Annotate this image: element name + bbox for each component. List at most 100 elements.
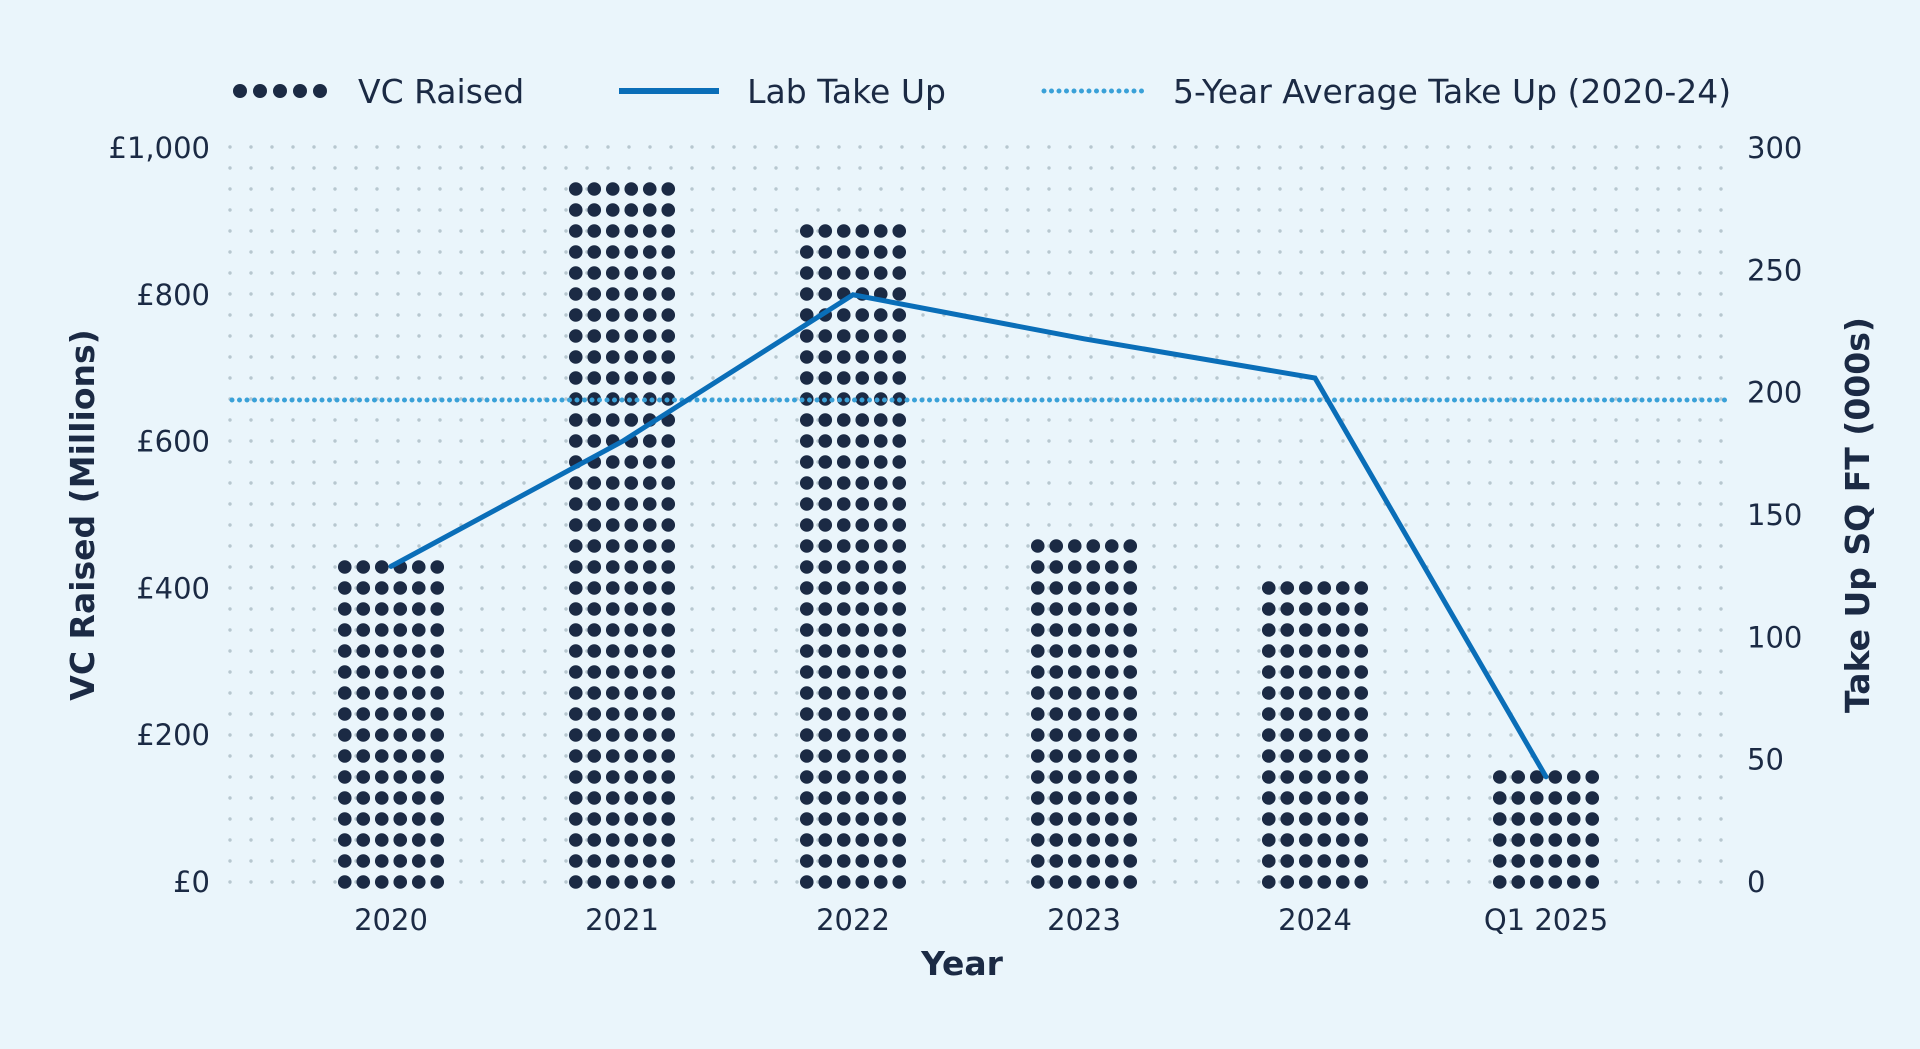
- bar-dot: [337, 602, 352, 616]
- grid-dot: [270, 502, 274, 506]
- bar-dot: [873, 728, 888, 742]
- bar-dot: [605, 770, 620, 784]
- grid-dot: [921, 880, 925, 884]
- bar-dot: [1354, 812, 1369, 826]
- grid-dot: [1131, 250, 1135, 254]
- grid-dot: [711, 691, 715, 695]
- grid-dot: [354, 544, 358, 548]
- grid-dot: [1698, 670, 1702, 674]
- grid-dot: [1320, 376, 1324, 380]
- grid-dot: [564, 187, 568, 191]
- bar-dot: [642, 665, 657, 679]
- bar-dot: [374, 686, 389, 700]
- bar-dot: [661, 728, 676, 742]
- grid-dot: [711, 817, 715, 821]
- grid-dot: [732, 166, 736, 170]
- grid-dot: [480, 523, 484, 527]
- grid-dot: [795, 271, 799, 275]
- grid-dot: [1614, 523, 1618, 527]
- grid-dot: [522, 649, 526, 653]
- grid-dot: [1257, 733, 1261, 737]
- grid-dot: [480, 208, 484, 212]
- bar-dot: [568, 791, 583, 805]
- bar-dot: [624, 875, 639, 889]
- grid-dot: [1677, 334, 1681, 338]
- bar-dot: [873, 224, 888, 238]
- grid-dot: [732, 376, 736, 380]
- grid-dot: [270, 775, 274, 779]
- grid-dot: [1383, 166, 1387, 170]
- grid-dot: [942, 733, 946, 737]
- grid-dot: [1257, 691, 1261, 695]
- grid-dot: [1635, 250, 1639, 254]
- grid-dot: [396, 334, 400, 338]
- grid-dot: [753, 565, 757, 569]
- grid-dot: [1236, 817, 1240, 821]
- grid-dot: [1719, 187, 1723, 191]
- grid-dot: [795, 355, 799, 359]
- grid-dot: [480, 334, 484, 338]
- bar-dot: [1104, 707, 1119, 721]
- grid-dot: [1068, 460, 1072, 464]
- bar-dot: [855, 749, 870, 763]
- grid-dot: [1656, 250, 1660, 254]
- bar-dot: [799, 581, 814, 595]
- legend-item-lab-take-up[interactable]: Lab Take Up: [619, 72, 946, 111]
- grid-dot: [942, 880, 946, 884]
- grid-dot: [795, 754, 799, 758]
- bar-dot: [1261, 644, 1276, 658]
- grid-dot: [1614, 376, 1618, 380]
- grid-dot: [333, 838, 337, 842]
- grid-dot: [711, 292, 715, 296]
- bar-dot: [605, 707, 620, 721]
- bar-dot: [1511, 812, 1526, 826]
- bar-dot: [374, 791, 389, 805]
- grid-dot: [711, 880, 715, 884]
- grid-dot: [774, 418, 778, 422]
- grid-dot: [459, 712, 463, 716]
- grid-dot: [312, 355, 316, 359]
- grid-dot: [249, 334, 253, 338]
- bar-dot: [605, 665, 620, 679]
- grid-dot: [1194, 754, 1198, 758]
- grid-dot: [480, 649, 484, 653]
- bar-dot: [605, 287, 620, 301]
- grid-dot: [522, 418, 526, 422]
- bar-dot: [568, 245, 583, 259]
- grid-dot: [270, 166, 274, 170]
- grid-dot: [711, 355, 715, 359]
- grid-dot: [1593, 523, 1597, 527]
- grid-dot: [942, 691, 946, 695]
- legend-item-5-year-average[interactable]: 5-Year Average Take Up (2020-24): [1041, 72, 1731, 111]
- grid-dot: [1131, 523, 1135, 527]
- bar-dot: [1067, 728, 1082, 742]
- grid-dot: [753, 523, 757, 527]
- grid-dot: [1362, 313, 1366, 317]
- grid-dot: [753, 229, 757, 233]
- grid-dot: [354, 376, 358, 380]
- grid-dot: [249, 313, 253, 317]
- grid-dot: [1026, 523, 1030, 527]
- bar-dot: [430, 686, 445, 700]
- grid-dot: [1446, 439, 1450, 443]
- bar-dot: [799, 623, 814, 637]
- grid-dot: [1425, 460, 1429, 464]
- bar-dot: [411, 854, 426, 868]
- grid-dot: [1467, 796, 1471, 800]
- bar-dot: [642, 203, 657, 217]
- legend-item-vc-raised[interactable]: VC Raised: [230, 72, 524, 111]
- grid-dot: [1593, 187, 1597, 191]
- bar-dot: [1123, 602, 1138, 616]
- grid-dot: [963, 355, 967, 359]
- grid-dot: [249, 544, 253, 548]
- bar-dot: [1280, 812, 1295, 826]
- bar-dot: [1317, 749, 1332, 763]
- grid-dot: [774, 334, 778, 338]
- grid-dot: [984, 838, 988, 842]
- bar-dot: [1067, 602, 1082, 616]
- bar-dot: [1529, 854, 1544, 868]
- grid-dot: [711, 271, 715, 275]
- grid-dot: [459, 880, 463, 884]
- grid-dot: [1530, 544, 1534, 548]
- grid-dot: [543, 187, 547, 191]
